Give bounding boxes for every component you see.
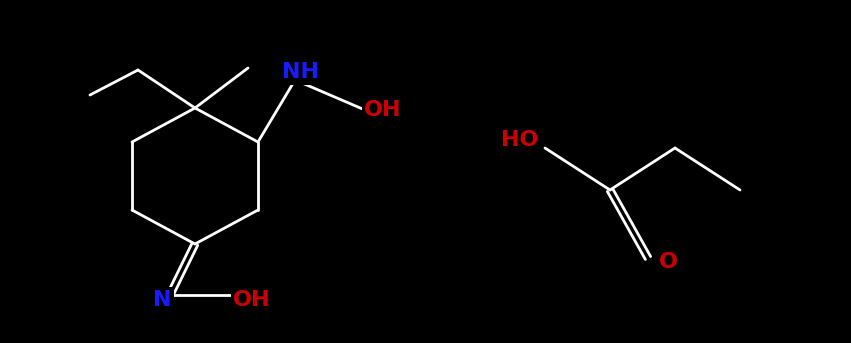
Text: O: O	[659, 252, 677, 272]
Text: NH: NH	[282, 62, 318, 82]
Text: OH: OH	[233, 290, 271, 310]
Text: HO: HO	[501, 130, 539, 150]
Text: N: N	[152, 290, 171, 310]
Text: OH: OH	[364, 100, 402, 120]
